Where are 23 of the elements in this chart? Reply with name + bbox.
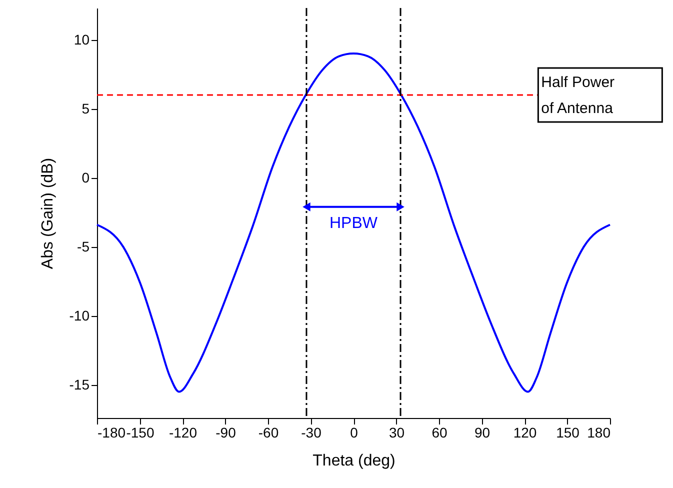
y-tick-label: 10 <box>74 31 90 48</box>
y-axis-title: Abs (Gain) (dB) <box>39 158 56 270</box>
x-tick-label: 90 <box>474 424 490 440</box>
x-tick-label: 0 <box>350 424 358 440</box>
y-tick-label: -5 <box>77 238 90 254</box>
y-tick-label: -10 <box>69 307 90 324</box>
x-tick-label: 120 <box>513 424 537 440</box>
y-tick-label: -15 <box>69 376 90 392</box>
x-tick-label: -90 <box>216 424 236 440</box>
x-tick-label: -150 <box>126 424 154 440</box>
x-tick-label: -30 <box>301 424 322 440</box>
y-tick-label: 5 <box>82 100 90 116</box>
x-axis-title: Theta (deg) <box>312 452 396 470</box>
annotation: HPBW <box>330 214 378 232</box>
ref-line-label: Half Power of Antenna <box>541 74 615 117</box>
x-tick-label: 60 <box>432 424 448 440</box>
x-tick-label: -180 <box>98 424 126 440</box>
x-tick-label: -120 <box>168 424 198 440</box>
x-tick-label: 30 <box>388 424 405 440</box>
x-tick-label: -60 <box>258 424 279 440</box>
x-tick-label: 150 <box>556 424 580 440</box>
y-tick-label: 0 <box>82 169 90 186</box>
x-tick-label: 180 <box>587 424 611 440</box>
